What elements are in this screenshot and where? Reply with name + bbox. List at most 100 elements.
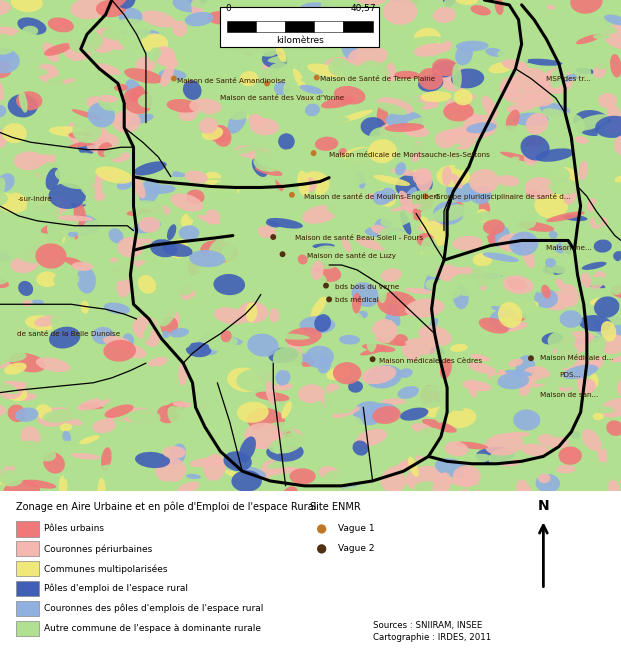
Ellipse shape — [153, 242, 172, 265]
Bar — [285, 21, 314, 32]
Ellipse shape — [542, 285, 551, 298]
Ellipse shape — [415, 170, 432, 191]
Ellipse shape — [561, 326, 598, 337]
Ellipse shape — [391, 55, 419, 69]
Ellipse shape — [268, 54, 304, 63]
Ellipse shape — [590, 298, 602, 306]
Ellipse shape — [291, 410, 324, 424]
Ellipse shape — [279, 486, 299, 512]
Ellipse shape — [38, 153, 57, 165]
Ellipse shape — [164, 58, 178, 69]
Ellipse shape — [436, 405, 449, 423]
Ellipse shape — [165, 309, 173, 322]
Ellipse shape — [338, 148, 347, 155]
Ellipse shape — [79, 402, 109, 410]
Ellipse shape — [352, 292, 361, 313]
Ellipse shape — [288, 97, 302, 116]
Ellipse shape — [102, 28, 120, 42]
Ellipse shape — [235, 43, 256, 60]
Ellipse shape — [248, 114, 263, 127]
Ellipse shape — [526, 113, 548, 135]
Ellipse shape — [232, 34, 265, 51]
Ellipse shape — [324, 493, 358, 502]
Ellipse shape — [107, 410, 116, 423]
Ellipse shape — [320, 397, 330, 408]
Ellipse shape — [445, 331, 464, 341]
Ellipse shape — [414, 481, 442, 494]
Ellipse shape — [524, 136, 543, 148]
Ellipse shape — [183, 473, 197, 480]
Ellipse shape — [148, 357, 168, 367]
Ellipse shape — [137, 205, 171, 220]
Ellipse shape — [338, 486, 371, 508]
Ellipse shape — [66, 123, 88, 146]
Ellipse shape — [433, 7, 456, 23]
Ellipse shape — [7, 404, 26, 422]
Ellipse shape — [130, 366, 161, 375]
Ellipse shape — [381, 188, 396, 202]
Ellipse shape — [514, 262, 522, 270]
Ellipse shape — [153, 46, 176, 66]
Ellipse shape — [366, 332, 377, 352]
Ellipse shape — [122, 29, 159, 36]
Ellipse shape — [348, 381, 363, 393]
Ellipse shape — [181, 213, 193, 228]
Ellipse shape — [227, 367, 263, 392]
Ellipse shape — [104, 302, 130, 315]
Ellipse shape — [273, 346, 302, 370]
Ellipse shape — [540, 103, 570, 116]
Ellipse shape — [160, 481, 179, 498]
Ellipse shape — [470, 77, 494, 90]
Ellipse shape — [207, 11, 233, 25]
Ellipse shape — [237, 402, 269, 423]
Ellipse shape — [66, 347, 91, 361]
Ellipse shape — [604, 14, 621, 25]
Ellipse shape — [11, 281, 32, 304]
Ellipse shape — [577, 369, 586, 395]
Ellipse shape — [611, 285, 621, 299]
Ellipse shape — [209, 238, 235, 263]
Ellipse shape — [202, 127, 223, 140]
Text: bds médical: bds médical — [335, 297, 379, 304]
Ellipse shape — [222, 90, 256, 114]
Ellipse shape — [162, 171, 186, 177]
Ellipse shape — [481, 96, 498, 118]
Ellipse shape — [348, 124, 359, 135]
Ellipse shape — [550, 66, 567, 88]
Ellipse shape — [78, 291, 93, 304]
Ellipse shape — [135, 486, 150, 500]
Ellipse shape — [452, 64, 462, 90]
Point — [287, 190, 297, 200]
Ellipse shape — [150, 239, 178, 257]
Point — [262, 78, 272, 88]
Ellipse shape — [387, 135, 398, 146]
Ellipse shape — [179, 226, 199, 240]
Ellipse shape — [609, 144, 621, 158]
Ellipse shape — [0, 484, 11, 501]
Ellipse shape — [0, 476, 11, 501]
Ellipse shape — [570, 0, 602, 14]
Ellipse shape — [19, 90, 28, 112]
Ellipse shape — [60, 155, 92, 178]
Bar — [256, 21, 285, 32]
Ellipse shape — [432, 58, 458, 76]
Ellipse shape — [255, 166, 283, 176]
Ellipse shape — [176, 405, 184, 414]
Ellipse shape — [88, 102, 115, 127]
Ellipse shape — [114, 84, 128, 92]
Ellipse shape — [386, 493, 411, 502]
Ellipse shape — [396, 173, 433, 198]
Ellipse shape — [593, 64, 606, 78]
Ellipse shape — [315, 136, 338, 151]
Ellipse shape — [244, 422, 283, 449]
Ellipse shape — [89, 28, 119, 53]
Point — [312, 72, 322, 83]
Ellipse shape — [545, 166, 570, 185]
Ellipse shape — [332, 406, 360, 418]
Ellipse shape — [601, 150, 621, 174]
Ellipse shape — [116, 274, 131, 298]
Text: Maison de santé Beau Soleil - Fours: Maison de santé Beau Soleil - Fours — [295, 235, 423, 241]
Ellipse shape — [244, 36, 282, 53]
Ellipse shape — [138, 93, 161, 108]
Ellipse shape — [366, 403, 399, 422]
